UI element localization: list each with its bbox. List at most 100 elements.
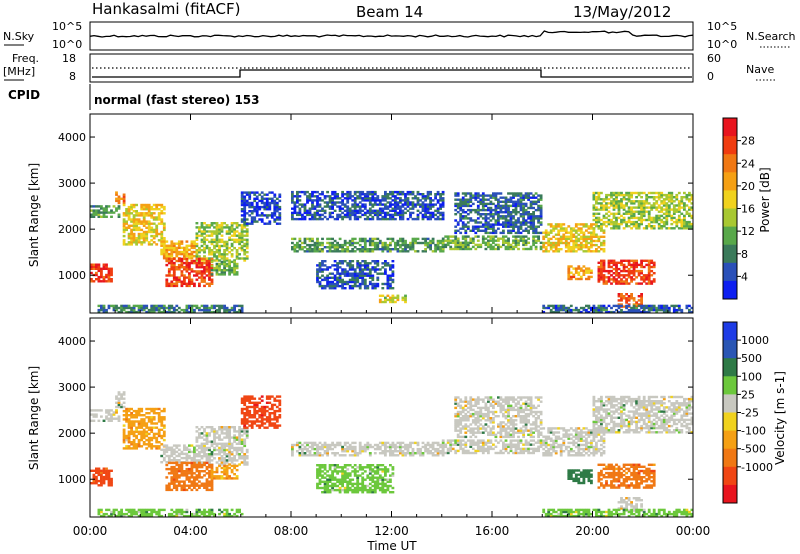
echo-cell	[622, 259, 626, 262]
echo-cell	[188, 255, 191, 258]
echo-cell	[338, 215, 342, 219]
echo-cell	[605, 196, 608, 199]
echo-cell	[426, 195, 430, 198]
date-label: 13/May/2012	[573, 3, 671, 21]
echo-cell	[524, 235, 528, 238]
echo-cell	[665, 196, 669, 199]
echo-cell	[612, 193, 616, 197]
echo-cell	[193, 459, 196, 462]
echo-cell	[157, 239, 161, 242]
echo-cell	[356, 197, 360, 200]
echo-cell	[620, 263, 623, 267]
echo-cell	[431, 215, 435, 219]
echo-cell	[607, 193, 611, 197]
echo-cell	[426, 237, 430, 241]
echo-cell	[371, 250, 375, 253]
echo-cell	[537, 239, 540, 242]
echo-cell	[215, 430, 219, 433]
echo-cell	[680, 220, 684, 224]
echo-cell	[404, 241, 407, 245]
echo-cell	[371, 205, 375, 208]
echo-cell	[446, 239, 450, 242]
echo-cell	[326, 274, 329, 277]
echo-cell	[301, 248, 304, 251]
echo-cell	[218, 304, 221, 308]
echo-cell	[122, 414, 126, 417]
echo-cell	[278, 212, 282, 215]
echo-cell	[429, 213, 432, 217]
echo-cell	[188, 476, 191, 479]
colorbar-tick-label: 16	[741, 203, 755, 216]
echo-cell	[198, 230, 201, 233]
echo-cell	[203, 444, 206, 448]
echo-cell	[316, 276, 319, 279]
echo-cell	[481, 241, 485, 244]
echo-cell	[683, 216, 686, 220]
echo-cell	[255, 201, 259, 205]
echo-cell	[489, 237, 493, 240]
echo-cell	[650, 208, 654, 211]
echo-cell	[167, 456, 171, 460]
echo-cell	[243, 242, 247, 246]
echo-cell	[494, 223, 498, 226]
echo-cell	[130, 424, 133, 427]
echo-cell	[165, 467, 169, 471]
echo-cell	[466, 227, 470, 230]
echo-cell	[301, 203, 304, 206]
echo-cell	[265, 201, 269, 205]
echo-cell	[600, 267, 603, 271]
echo-cell	[195, 484, 199, 487]
echo-cell	[200, 234, 204, 237]
echo-cell	[373, 241, 377, 245]
echo-cell	[308, 199, 312, 202]
echo-cell	[298, 190, 302, 194]
echo-cell	[107, 484, 111, 487]
echo-cell	[316, 205, 319, 208]
echo-cell	[386, 248, 390, 251]
echo-cell	[142, 203, 146, 207]
echo-cell	[635, 306, 638, 310]
echo-cell	[620, 274, 623, 277]
echo-cell	[587, 237, 591, 241]
echo-cell	[205, 438, 209, 441]
echo-cell	[306, 190, 309, 194]
echo-cell	[597, 267, 601, 271]
echo-cell	[172, 261, 176, 265]
echo-cell	[208, 432, 211, 435]
echo-cell	[115, 193, 118, 196]
echo-cell	[215, 436, 219, 439]
echo-cell	[157, 430, 161, 433]
echo-cell	[102, 280, 106, 283]
echo-cell	[466, 200, 470, 203]
echo-cell	[492, 237, 495, 240]
echo-cell	[190, 476, 194, 479]
echo-cell	[544, 248, 548, 251]
echo-cell	[198, 266, 201, 269]
echo-cell	[172, 484, 176, 487]
echo-cell	[321, 250, 324, 253]
echo-cell	[238, 442, 241, 445]
echo-cell	[474, 219, 478, 222]
echo-cell	[145, 226, 149, 229]
echo-cell	[213, 440, 216, 443]
echo-cell	[321, 248, 324, 251]
echo-cell	[303, 250, 307, 253]
echo-cell	[92, 415, 96, 418]
echo-cell	[160, 237, 164, 240]
echo-cell	[620, 259, 623, 262]
echo-cell	[177, 246, 181, 250]
echo-cell	[92, 469, 96, 472]
echo-cell	[389, 203, 392, 206]
echo-cell	[195, 244, 199, 248]
echo-cell	[230, 224, 234, 227]
freq-label-line1: Freq.	[12, 52, 39, 65]
echo-cell	[647, 282, 651, 285]
echo-cell	[155, 203, 159, 207]
echo-cell	[517, 239, 520, 242]
echo-cell	[454, 229, 458, 232]
echo-cell	[615, 202, 618, 205]
echo-cell	[165, 454, 169, 458]
echo-cell	[476, 235, 480, 238]
echo-cell	[293, 203, 297, 206]
echo-cell	[615, 200, 618, 203]
